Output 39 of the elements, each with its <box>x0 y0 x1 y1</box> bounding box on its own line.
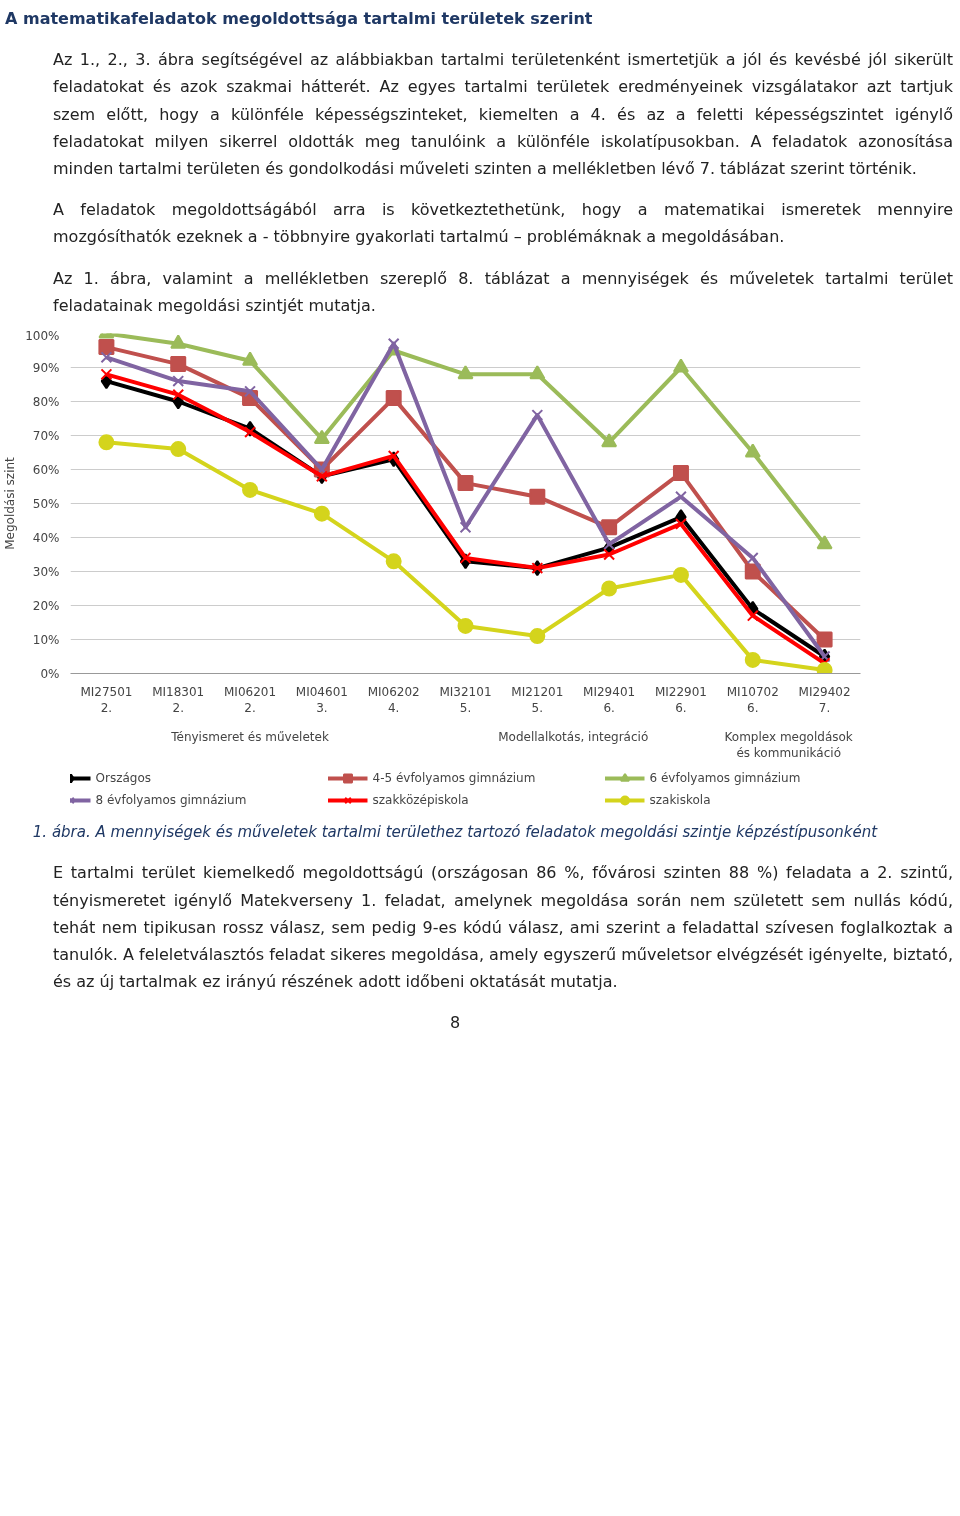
text: Tényismeret és műveletek <box>170 729 329 744</box>
legend-label: szakközépiskola <box>372 792 470 807</box>
legend-label: 8 évfolyamos gimnázium <box>95 792 248 807</box>
x-tick-label: MI18301 2. <box>152 684 205 716</box>
x-tick-label: MI04601 3. <box>295 684 348 716</box>
x-tick-label: MI29402 7. <box>798 684 851 716</box>
text: Az 1., 2., 3. ábra segítségével az alábbiakban tartalmi területenként ismertetjük a jól és kevésbé jól sikerült feladatokat és azok szakmai hátterét. Az egyes tartalmi területek eredményeinek vizsgálatakor azt tartjuk szem előtt, hogy a különféle képességszinteket, kiemelten a 4. és az a feletti képességszintet igénylő feladatokat milyen sikerrel oldották meg tanulóink a különféle iskolatípusokban. A feladatok azonosítása minden tartalmi területen és gondolkodási műveleti szinten a mellékletben lévő 7. táblázat szerint történik. <box>53 49 953 180</box>
x-tick-label: MI22901 6. <box>654 684 707 716</box>
y-tick-label: 20% <box>32 598 60 613</box>
y-tick-label: 30% <box>32 564 60 579</box>
x-tick-label: MI32101 5. <box>439 684 492 716</box>
text: Modellalkotás, integráció <box>498 729 649 744</box>
y-tick-label: 70% <box>32 428 60 443</box>
x-tick-label: MI10702 6. <box>726 684 779 716</box>
legend-label: 4-5 évfolyamos gimnázium <box>372 770 537 785</box>
y-tick-label: 10% <box>32 632 60 647</box>
y-tick-label: 80% <box>32 394 60 409</box>
x-tick-label: MI29401 6. <box>583 684 636 716</box>
y-tick-label: 100% <box>25 328 60 343</box>
text: A feladatok megoldottságából arra is következtethetünk, hogy a matematikai ismeretek mennyire mozgósíthatók ezeknek a - többnyire gyakorlati tartalmú – problémáknak a megoldásában. <box>53 199 953 249</box>
text: Az 1. ábra, valamint a mellékletben szereplő 8. táblázat a mennyiségek és műveletek tartalmi terület feladatainak megoldási szintjét mutatja. <box>53 267 953 317</box>
y-tick-label: 40% <box>32 530 60 545</box>
text: 1. ábra. A mennyiségek és műveletek tartalmi területhez tartozó feladatok megoldási szintje képzéstípusonként <box>32 821 878 843</box>
legend-label: Országos <box>95 770 152 785</box>
y-tick-label: 90% <box>32 360 60 375</box>
text: 8 <box>449 1012 461 1035</box>
x-tick-label: MI27501 2. <box>80 684 133 716</box>
chart-title: A matematikafeladatok megoldottsága tartalmi területek szerint <box>5 8 593 30</box>
text: E tartalmi terület kiemelkedő megoldottságú (országosan 86 %, fővárosi szinten 88 %) feladata a 2. szintű, tényismeretet igénylő Matekverseny 1. feladat, amelynek megoldása során nem született sem nullás kódú, tehát nem tipikusan rossz válasz, sem pedig 9-es kódú válasz, ami szerint a feladattal szívesen foglalkoztak a tanulók. A feleletválasztós feladat sikeres megoldása, amely egyszerű műveletsor elvégzését igényelte, biztató, és az új tartalmak ez irányú részének adott időbeni oktatását mutatja. <box>53 862 953 994</box>
legend-label: 6 évfolyamos gimnázium <box>649 770 802 785</box>
x-tick-label: MI06202 4. <box>367 684 420 716</box>
y-axis-title: Megoldási szint <box>3 456 18 550</box>
y-tick-label: 60% <box>32 462 60 477</box>
y-tick-label: 50% <box>32 496 60 511</box>
text: Komplex megoldások és kommunikáció <box>724 729 853 761</box>
y-tick-label: 0% <box>40 666 60 681</box>
x-tick-label: MI21201 5. <box>511 684 564 716</box>
x-tick-label: MI06201 2. <box>224 684 277 716</box>
legend-label: szakiskola <box>649 792 712 807</box>
